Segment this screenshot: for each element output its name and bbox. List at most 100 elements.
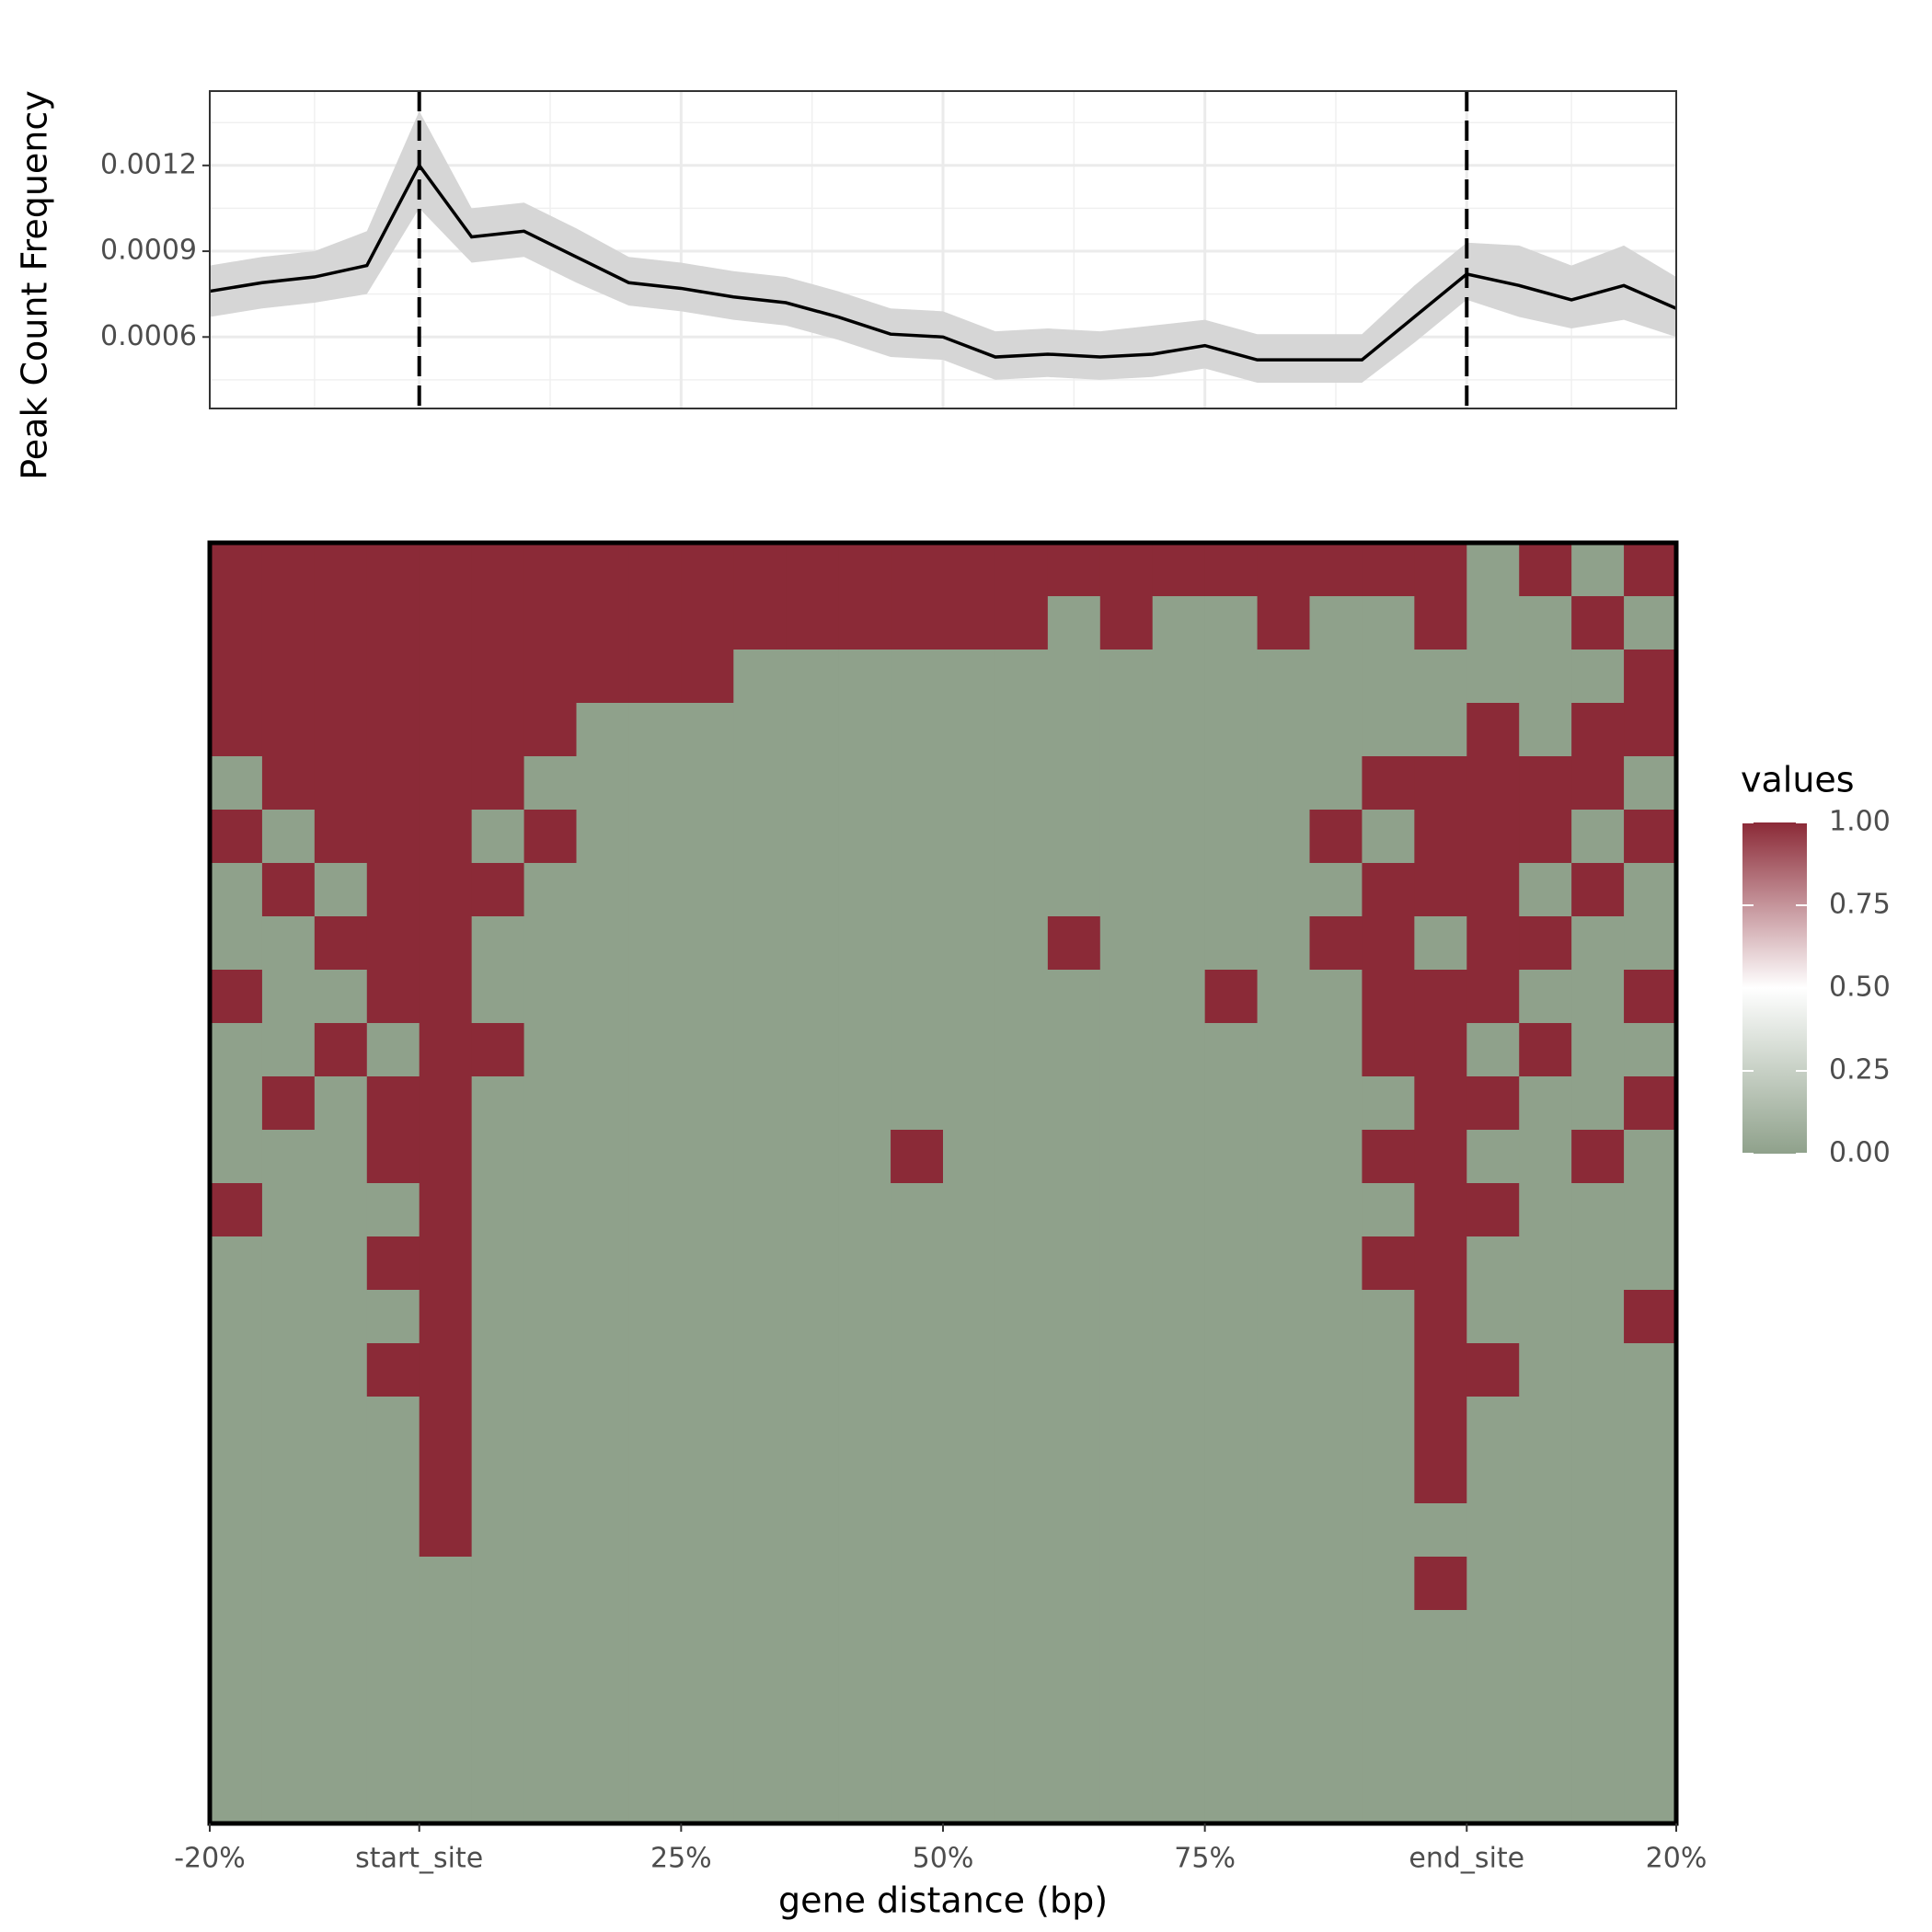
heatmap-cell: [1624, 1610, 1677, 1664]
heatmap-cell: [733, 650, 787, 704]
heatmap-cell: [1466, 1610, 1520, 1664]
heatmap-cell: [576, 703, 629, 757]
heatmap-cell: [838, 1717, 891, 1771]
heatmap-cell: [210, 756, 263, 811]
heatmap-cell: [523, 703, 577, 757]
heatmap-cell: [1571, 863, 1625, 917]
heatmap-cell: [1257, 916, 1310, 971]
heatmap-cell: [1362, 756, 1415, 811]
heatmap-cell: [733, 1503, 787, 1558]
heatmap-cell: [1362, 1183, 1415, 1237]
heatmap-cell: [1466, 1503, 1520, 1558]
heatmap-cell: [471, 1663, 525, 1718]
heatmap-cell: [523, 810, 577, 864]
heatmap-cell: [1624, 703, 1677, 757]
heatmap-cell: [366, 1076, 420, 1131]
heatmap-cell: [419, 1236, 473, 1291]
heatmap-cell: [628, 1663, 682, 1718]
heatmap-cell: [995, 1343, 1049, 1397]
heatmap-cell: [1257, 1397, 1310, 1451]
heatmap-cell: [943, 1130, 996, 1184]
heatmap-cell: [1571, 1236, 1625, 1291]
heatmap-cell: [1152, 1397, 1206, 1451]
heatmap-cell: [314, 1343, 368, 1397]
heatmap-cell: [523, 1023, 577, 1077]
heatmap-cell: [681, 1503, 734, 1558]
heatmap-cell: [1099, 756, 1154, 811]
heatmap-cell: [786, 1183, 839, 1237]
heatmap-cell: [1309, 810, 1363, 864]
heatmap-cell: [366, 596, 420, 650]
heatmap-cell: [314, 1290, 368, 1344]
heatmap-cell: [1152, 650, 1206, 704]
heatmap-cell: [1309, 1183, 1363, 1237]
heatmap-cell: [1047, 1503, 1101, 1558]
heatmap-cell: [1624, 1397, 1677, 1451]
heatmap-cell: [366, 1130, 420, 1184]
heatmap-cell: [1571, 810, 1625, 864]
heatmap-cell: [366, 1290, 420, 1344]
heatmap-cell: [576, 1610, 629, 1664]
heatmap-cell: [261, 1450, 316, 1504]
heatmap-cell: [1624, 1557, 1677, 1611]
heatmap-cell: [210, 1610, 263, 1664]
heatmap-cell: [1309, 543, 1363, 597]
heatmap-cell: [1624, 1023, 1677, 1077]
heatmap-cell: [628, 916, 682, 971]
heatmap-cell: [628, 1290, 682, 1344]
heatmap-cell: [576, 596, 629, 650]
heatmap-cell: [314, 1183, 368, 1237]
heatmap-cell: [628, 1130, 682, 1184]
heatmap-cell: [786, 756, 839, 811]
heatmap-cell: [943, 703, 996, 757]
heatmap-cell: [314, 1610, 368, 1664]
heatmap-cell: [891, 1450, 944, 1504]
heatmap-cell: [1519, 1236, 1572, 1291]
heatmap-cell: [314, 863, 368, 917]
heatmap-cell: [628, 1183, 682, 1237]
x-tick-label: 75%: [1174, 1843, 1236, 1875]
heatmap-cell: [1414, 1450, 1467, 1504]
heatmap-cell: [1519, 543, 1572, 597]
heatmap-cell: [838, 1290, 891, 1344]
heatmap-cell: [1152, 1663, 1206, 1718]
line: [209, 162, 1677, 362]
heatmap-cell: [1362, 1610, 1415, 1664]
heatmap-cell: [1519, 1130, 1572, 1184]
heatmap-cell: [786, 1770, 839, 1824]
heatmap-cell: [1047, 1770, 1101, 1824]
heatmap-cell: [1204, 1076, 1259, 1131]
heatmap-cell: [1257, 1770, 1310, 1824]
heatmap-cell: [995, 1503, 1049, 1558]
heatmap-cell: [314, 1503, 368, 1558]
heatmap-cell: [838, 1557, 891, 1611]
heatmap-cell: [1466, 1557, 1520, 1611]
heatmap-cell: [261, 1610, 316, 1664]
heatmap-cell: [838, 1610, 891, 1664]
heatmap-cell: [419, 1717, 473, 1771]
heatmap-cell: [681, 1557, 734, 1611]
heatmap-cell: [1571, 1663, 1625, 1718]
heatmap-cell: [1257, 1663, 1310, 1718]
heatmap-cell: [1047, 1557, 1101, 1611]
heatmap-cell: [1047, 1717, 1101, 1771]
heatmap-cell: [261, 1503, 316, 1558]
heatmap-cell: [1309, 1663, 1363, 1718]
heatmap-cell: [1571, 1503, 1625, 1558]
heatmap-cell: [733, 703, 787, 757]
heatmap-cell: [891, 863, 944, 917]
colorbar-label: 0.00: [1829, 1137, 1891, 1169]
heatmap-cell: [995, 1183, 1049, 1237]
heatmap-cell: [891, 1717, 944, 1771]
heatmap-cell: [419, 756, 473, 811]
heatmap-cell: [1414, 1183, 1467, 1237]
heatmap-cell: [1414, 1130, 1467, 1184]
heatmap-cell: [1519, 1663, 1572, 1718]
heatmap-cell: [1204, 863, 1259, 917]
heatmap-cell: [314, 1770, 368, 1824]
heatmap-cell: [1204, 756, 1259, 811]
heatmap-cell: [891, 1076, 944, 1131]
heatmap-cell: [943, 756, 996, 811]
heatmap-cell: [786, 1557, 839, 1611]
heatmap-cell: [786, 1343, 839, 1397]
